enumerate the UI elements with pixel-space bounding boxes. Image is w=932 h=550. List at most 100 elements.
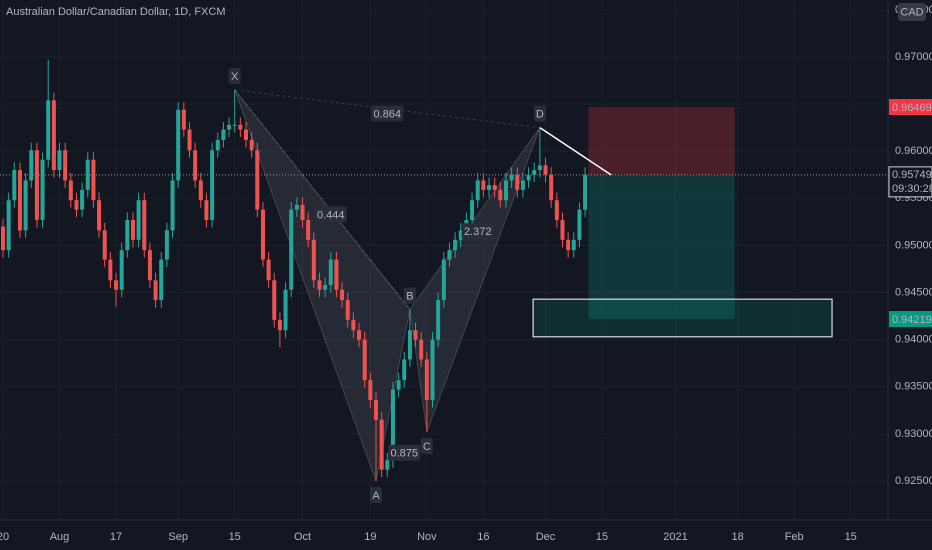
candle-body: [368, 380, 373, 400]
candle-body: [130, 220, 135, 240]
ratio-label-bg: [461, 223, 494, 240]
candle-body: [447, 250, 452, 260]
ratio-label: 0.875: [390, 448, 418, 460]
candle-body: [51, 100, 56, 171]
ratio-label: 0.444: [317, 209, 345, 221]
candle-body: [63, 150, 68, 181]
y-tick-label: 0.93500: [895, 381, 932, 393]
candle-body: [23, 180, 28, 231]
candle-body: [436, 300, 441, 340]
candle-body: [266, 259, 271, 281]
candle-body: [300, 204, 305, 221]
candle-body: [430, 339, 435, 400]
candle-body: [340, 289, 345, 301]
candle-body: [227, 124, 232, 130]
y-tick-label: 0.92500: [895, 475, 932, 487]
candle-body: [153, 280, 158, 301]
candle-body: [402, 359, 407, 381]
candle-body: [283, 289, 288, 331]
candle-body: [509, 174, 514, 181]
x-tick-label: Nov: [417, 531, 437, 543]
candle-body: [294, 204, 299, 210]
point-label-bg: [369, 486, 382, 503]
candle-body: [198, 180, 203, 201]
candle-body: [215, 139, 220, 151]
candle-body: [481, 180, 486, 190]
candle-body: [260, 209, 265, 260]
x-tick-label: Sep: [168, 531, 188, 543]
candle-body: [458, 230, 463, 240]
ratio-label: 0.864: [374, 108, 402, 120]
candle-body: [532, 170, 537, 175]
candle-body: [176, 109, 181, 181]
candle-body: [475, 180, 480, 201]
y-tick-label: 0.97000: [895, 51, 932, 63]
x-tick-label: Aug: [50, 531, 70, 543]
candle-body: [323, 285, 328, 290]
candle-body: [12, 170, 17, 201]
last-price-bg: [888, 166, 932, 198]
countdown: 09:30:28: [892, 183, 932, 195]
candle-body: [390, 389, 395, 461]
x-tick-label: Oct: [294, 531, 311, 543]
candle-body: [68, 180, 73, 201]
x-tick-label: 16: [477, 531, 489, 543]
candle-body: [470, 200, 475, 221]
candle-body: [80, 189, 85, 210]
candle-body: [147, 250, 152, 281]
candle-body: [317, 280, 322, 290]
point-label-bg: [403, 287, 416, 304]
pattern-line: [234, 89, 411, 310]
candle-body: [385, 460, 390, 470]
candle-body: [334, 259, 339, 290]
candle-body: [204, 200, 209, 221]
candle-body: [289, 209, 294, 290]
x-tick-label: 2021: [663, 531, 687, 543]
target-zone: [588, 174, 735, 320]
candle-body: [102, 230, 107, 260]
currency-box: [898, 3, 926, 21]
candle-body: [119, 250, 124, 290]
candle-body: [328, 259, 333, 286]
candle-body: [583, 174, 588, 210]
point-label-bg: [228, 67, 241, 84]
x-tick-label: 15: [845, 531, 857, 543]
price-label-bg: [889, 99, 932, 116]
candle-body: [373, 399, 378, 420]
candle-body: [255, 150, 260, 210]
candle-body: [351, 319, 356, 331]
candle-body: [277, 319, 282, 331]
last-price: 0.95749: [892, 169, 932, 181]
candle-body: [181, 109, 186, 130]
candle-body: [34, 150, 39, 221]
y-tick-label: 0.95000: [895, 239, 932, 251]
candle-body: [498, 189, 503, 201]
candle-body: [537, 165, 542, 171]
candle-body: [396, 380, 401, 390]
candle-body: [492, 185, 497, 190]
candle-body: [40, 159, 45, 221]
currency: CAD: [900, 6, 923, 18]
candle-body: [520, 180, 525, 190]
candle-body: [74, 200, 79, 210]
candle-body: [210, 150, 215, 221]
candle-body: [413, 330, 418, 340]
y-tick-label: 0.96000: [895, 145, 932, 157]
x-tick-label: 20: [0, 531, 9, 543]
candle-body: [487, 185, 492, 190]
candle-body: [57, 150, 62, 171]
candle-body: [357, 330, 362, 340]
candle-body: [142, 200, 147, 251]
candle-body: [311, 239, 316, 281]
chart-title: Australian Dollar/Canadian Dollar, 1D, F…: [6, 6, 225, 18]
pattern-triangle: [409, 127, 541, 433]
x-tick-label: 17: [110, 531, 122, 543]
point-label: D: [536, 109, 544, 121]
candle-body: [554, 200, 559, 221]
candle-body: [419, 339, 424, 360]
candle-body: [306, 220, 311, 240]
candle-body: [221, 129, 226, 140]
candle-body: [136, 200, 141, 240]
candle-body: [29, 150, 34, 181]
ratio-label-bg: [314, 206, 347, 223]
